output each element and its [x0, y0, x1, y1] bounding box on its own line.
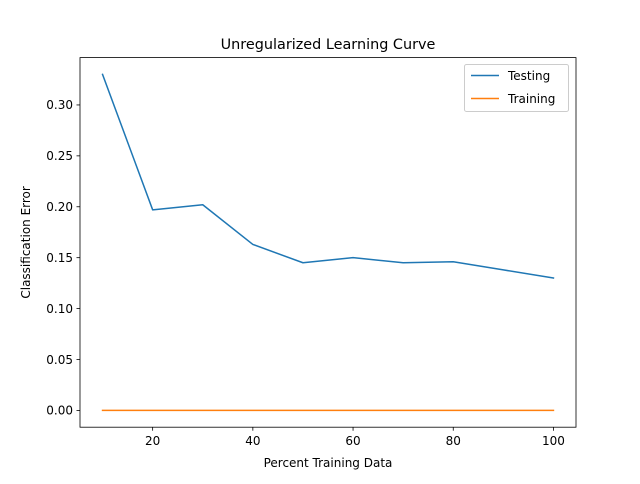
x-tick-label: 100 — [542, 434, 565, 448]
y-tick-label: 0.25 — [46, 149, 73, 163]
y-axis-label: Classification Error — [19, 186, 33, 299]
y-tick-label: 0.10 — [46, 302, 73, 316]
x-axis-ticks: 20 40 60 80 100 — [145, 427, 565, 448]
chart-title: Unregularized Learning Curve — [221, 37, 436, 53]
legend: Testing Training — [464, 64, 569, 112]
legend-label-training: Training — [507, 92, 555, 106]
x-axis-label: Percent Training Data — [264, 456, 393, 470]
series-lines — [101, 73, 555, 412]
x-tick-label: 60 — [345, 434, 360, 448]
series-line-testing — [101, 73, 555, 279]
x-tick-label: 80 — [446, 434, 461, 448]
x-tick-label: 40 — [245, 434, 260, 448]
plot-area — [79, 57, 577, 428]
y-tick-label: 0.20 — [46, 200, 73, 214]
x-tick-label: 20 — [145, 434, 160, 448]
y-tick-label: 0.05 — [46, 353, 73, 367]
legend-label-testing: Testing — [507, 69, 550, 83]
y-tick-label: 0.00 — [46, 404, 73, 418]
y-tick-label: 0.30 — [46, 98, 73, 112]
y-tick-label: 0.15 — [46, 251, 73, 265]
y-axis-ticks: 0.00 0.05 0.10 0.15 0.20 0.25 0.30 — [46, 98, 80, 418]
